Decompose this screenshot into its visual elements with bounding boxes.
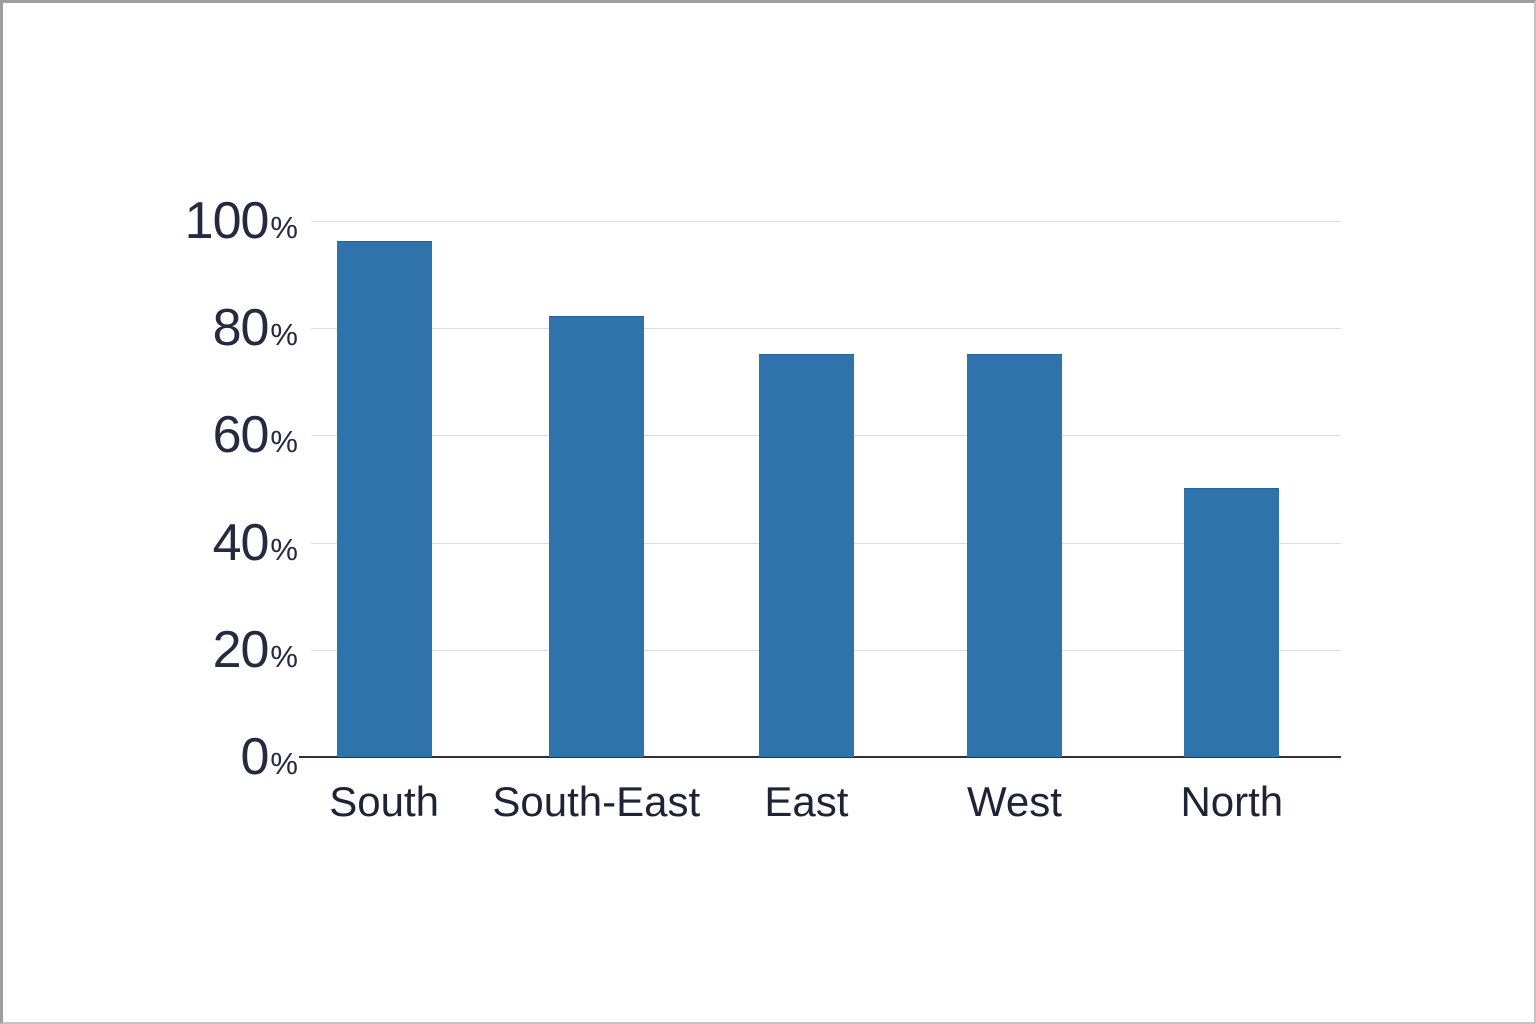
y-tick-label-0: 0%: [241, 731, 299, 783]
y-tick-label-60: 60%: [213, 409, 298, 461]
bar-north: [1184, 488, 1280, 757]
bar-south-east: [548, 316, 644, 757]
x-tick-label-south: South: [329, 778, 440, 825]
y-tick-value: 60: [212, 406, 270, 465]
y-tick-value: 100: [184, 192, 270, 250]
y-tick-unit: %: [270, 531, 298, 567]
y-tick-unit: %: [270, 638, 298, 674]
y-tick-label-100: 100%: [185, 195, 298, 247]
x-tick-label-north: North: [1180, 778, 1284, 825]
y-tick-value: 20: [212, 620, 270, 679]
bar-south: [336, 241, 432, 757]
y-tick-unit: %: [270, 424, 298, 460]
x-tick-label-east: East: [764, 778, 849, 825]
bar-east: [758, 354, 854, 757]
y-tick-value: 80: [212, 299, 270, 358]
x-tick-label-west: West: [967, 778, 1062, 825]
y-tick-unit: %: [270, 746, 298, 781]
bar-west: [966, 354, 1062, 757]
x-axis-line: [299, 756, 1341, 758]
y-tick-unit: %: [270, 317, 298, 353]
y-tick-label-80: 80%: [213, 302, 298, 354]
y-tick-value: 40: [212, 513, 270, 572]
y-tick-value: 0: [240, 728, 270, 786]
y-tick-label-40: 40%: [213, 517, 298, 569]
y-tick-unit: %: [270, 210, 298, 245]
plot-area: [299, 221, 1341, 758]
y-tick-label-20: 20%: [213, 624, 298, 676]
gridline-100: [311, 221, 1341, 222]
x-tick-label-south-east: South-East: [492, 778, 701, 825]
gridline-80: [311, 328, 1341, 330]
